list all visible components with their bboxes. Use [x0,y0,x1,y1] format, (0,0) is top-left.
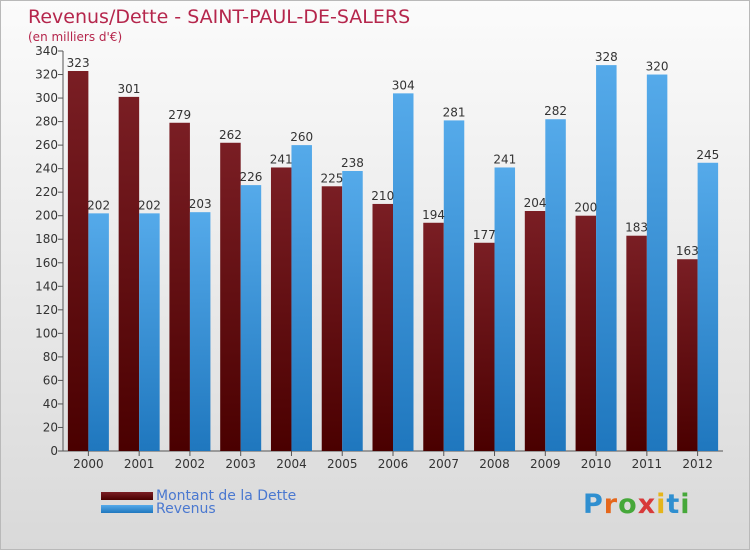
bar-revenus [596,65,617,451]
bar-revenus [88,213,109,451]
bar-revenus [189,212,211,451]
y-tick-label: 240 [35,162,58,176]
legend-label-revenus: Revenus [156,501,216,517]
bar-dette [677,259,698,451]
bar-dette [372,203,393,451]
bar-label-revenus: 226 [239,170,262,184]
x-tick-label: 2012 [682,457,713,471]
y-tick-label: 120 [35,303,58,317]
bar-label-revenus: 238 [341,156,364,170]
bar-label-revenus: 241 [493,152,516,166]
y-tick-label: 340 [35,44,58,58]
bar-dette [524,211,546,451]
x-tick-label: 2010 [581,457,612,471]
bar-label-dette: 279 [168,108,191,122]
bar-revenus [494,167,516,451]
bar-label-dette: 204 [524,196,547,210]
y-tick-label: 160 [35,256,58,270]
y-tick-label: 320 [35,68,58,82]
bar-label-dette: 200 [574,201,597,215]
bar-label-dette: 177 [473,228,496,242]
bar-label-dette: 194 [422,208,445,222]
bar-label-dette: 323 [67,56,90,70]
bar-label-revenus: 260 [290,130,313,144]
bar-revenus [342,171,363,451]
bar-dette [118,96,140,451]
bar-dette [575,215,597,451]
bar-label-revenus: 328 [595,50,618,64]
bar-label-revenus: 281 [443,105,466,119]
bar-label-dette: 225 [321,171,344,185]
bar-label-revenus: 304 [392,78,415,92]
bar-label-dette: 163 [676,244,699,258]
bar-revenus [443,120,465,451]
bar-dette [474,242,495,451]
y-tick-label: 260 [35,138,58,152]
bar-revenus [393,93,414,452]
bar-revenus [646,74,668,451]
legend-label-dette: Montant de la Dette [156,488,297,504]
bar-label-dette: 241 [270,152,293,166]
y-tick-label: 80 [43,350,58,364]
y-tick-label: 220 [35,185,58,199]
y-tick-label: 180 [35,232,58,246]
bar-revenus [545,119,566,451]
bar-revenus [291,145,312,451]
x-tick-label: 2011 [632,457,663,471]
bar-dette [626,235,647,451]
legend-swatch-dette [101,492,153,500]
bar-dette [220,142,241,451]
bar-revenus [697,162,719,451]
x-tick-label: 2004 [276,457,307,471]
bar-dette [270,167,292,451]
bar-label-revenus: 202 [87,198,110,212]
bar-label-revenus: 203 [189,197,212,211]
x-tick-label: 2000 [73,457,104,471]
y-tick-label: 300 [35,91,58,105]
x-tick-label: 2007 [428,457,459,471]
bar-label-dette: 262 [219,128,242,142]
proxiti-logo: Proxiti [583,489,691,520]
bar-label-dette: 183 [625,221,648,235]
bar-revenus [139,213,160,451]
x-tick-label: 2001 [124,457,155,471]
bar-dette [67,71,89,451]
chart-title: Revenus/Dette - SAINT-PAUL-DE-SALERS [28,6,411,28]
bar-label-dette: 210 [371,189,394,203]
bar-label-dette: 301 [117,82,140,96]
x-tick-label: 2002 [175,457,206,471]
y-tick-label: 140 [35,279,58,293]
x-tick-label: 2009 [530,457,561,471]
bar-dette [321,186,343,451]
y-tick-label: 40 [43,397,58,411]
legend-item-revenus: Revenus [101,501,216,517]
x-tick-label: 2008 [479,457,510,471]
y-tick-label: 60 [43,373,58,387]
bar-label-revenus: 245 [696,148,719,162]
x-tick-label: 2003 [225,457,256,471]
bar-revenus [240,185,262,451]
bar-label-revenus: 320 [646,60,669,74]
chart-unit-subtitle: (en milliers d'€) [28,30,123,44]
y-tick-label: 200 [35,209,58,223]
bar-label-revenus: 202 [138,198,161,212]
bar-dette [169,122,190,451]
y-tick-label: 100 [35,326,58,340]
x-tick-label: 2006 [378,457,409,471]
x-tick-label: 2005 [327,457,358,471]
legend-item-dette: Montant de la Dette [101,488,296,504]
bar-label-revenus: 282 [544,104,567,118]
bar-dette [423,222,444,451]
y-tick-label: 0 [50,444,58,458]
y-tick-label: 20 [43,420,58,434]
legend-swatch-revenus [101,505,153,513]
y-tick-label: 280 [35,115,58,129]
